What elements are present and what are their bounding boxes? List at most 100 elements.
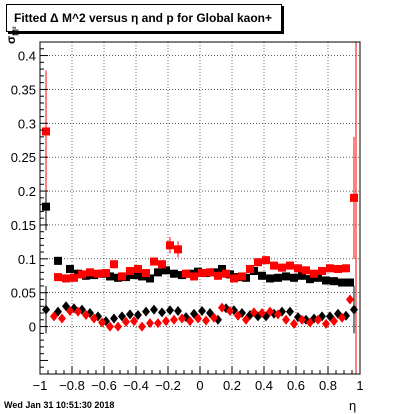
x-axis-label: η: [349, 398, 357, 413]
data-point-square: [350, 193, 358, 202]
data-point-square: [246, 264, 254, 273]
data-point-square: [326, 264, 334, 273]
data-point-square: [42, 202, 50, 211]
x-tick-label: 1: [356, 378, 363, 393]
data-point-diamond: [154, 318, 162, 329]
y-tick-label: 0.35: [11, 82, 36, 97]
data-point-square: [302, 266, 310, 275]
data-point-square: [334, 264, 342, 273]
x-tick-label: 0.2: [223, 378, 241, 393]
data-point-square: [154, 268, 162, 277]
data-point-diamond: [242, 314, 250, 325]
x-tick-label: 0: [196, 378, 203, 393]
data-point-diamond: [306, 317, 314, 328]
data-point-diamond: [322, 318, 330, 329]
data-point-square: [318, 267, 326, 276]
y-tick-label: 0.4: [18, 49, 36, 64]
x-tick-label: −1: [33, 378, 48, 393]
x-tick-label: −0.8: [59, 378, 85, 393]
data-point-diamond: [250, 307, 258, 318]
data-point-square: [170, 269, 178, 278]
data-point-diamond: [58, 313, 66, 324]
data-point-square: [66, 264, 74, 273]
data-point-diamond: [286, 306, 294, 317]
x-tick-label: −0.2: [155, 378, 181, 393]
data-point-square: [54, 256, 62, 265]
data-point-diamond: [198, 305, 206, 316]
data-point-square: [278, 263, 286, 272]
data-point-diamond: [174, 305, 182, 316]
y-tick-label: 0.25: [11, 150, 36, 165]
data-point-square: [290, 273, 298, 282]
x-tick-label: 0.4: [255, 378, 273, 393]
data-point-diamond: [150, 304, 158, 315]
data-point-square: [142, 269, 150, 278]
data-markers: [42, 42, 358, 374]
data-point-square: [110, 260, 118, 269]
data-point-diamond: [90, 313, 98, 324]
data-point-diamond: [194, 313, 202, 324]
data-point-square: [206, 268, 214, 277]
data-point-square: [346, 278, 354, 287]
data-point-square: [310, 269, 318, 278]
data-point-diamond: [74, 306, 82, 317]
data-point-square: [230, 274, 238, 283]
y-tick-label: 0.2: [18, 184, 36, 199]
data-point-diamond: [126, 309, 134, 320]
timestamp-footer: Wed Jan 31 10:51:30 2018: [4, 400, 115, 410]
data-point-diamond: [290, 318, 298, 329]
data-point-square: [306, 275, 314, 284]
data-point-diamond: [162, 316, 170, 327]
data-point-diamond: [118, 311, 126, 322]
data-point-diamond: [186, 316, 194, 327]
data-point-square: [158, 260, 166, 269]
data-point-square: [190, 272, 198, 281]
data-point-square: [218, 264, 226, 273]
y-axis-label: σM²: [4, 26, 21, 44]
data-point-diamond: [202, 315, 210, 326]
y-tick-label: 0: [29, 320, 36, 335]
data-point-diamond: [66, 305, 74, 316]
data-point-diamond: [330, 316, 338, 327]
data-point-diamond: [338, 312, 346, 323]
data-point-square: [70, 273, 78, 282]
data-point-square: [314, 273, 322, 282]
data-point-diamond: [350, 304, 358, 315]
data-point-diamond: [274, 309, 282, 320]
data-point-square: [262, 256, 270, 265]
data-point-square: [150, 257, 158, 266]
data-point-diamond: [114, 321, 122, 332]
data-point-diamond: [166, 305, 174, 316]
data-point-square: [286, 261, 294, 270]
data-point-square: [338, 278, 346, 287]
data-point-diamond: [218, 302, 226, 313]
data-point-diamond: [210, 312, 218, 323]
data-point-diamond: [226, 305, 234, 316]
data-point-square: [214, 271, 222, 280]
data-point-diamond: [158, 307, 166, 318]
y-tick-label: 0.1: [18, 252, 36, 267]
data-point-diamond: [282, 314, 290, 325]
data-point-diamond: [138, 321, 146, 332]
data-point-diamond: [50, 311, 58, 322]
data-point-square: [118, 272, 126, 281]
data-point-square: [146, 274, 154, 283]
data-point-diamond: [298, 314, 306, 325]
data-point-diamond: [346, 294, 354, 305]
data-point-square: [254, 258, 262, 267]
data-point-square: [282, 272, 290, 281]
data-point-square: [102, 269, 110, 278]
data-point-square: [322, 276, 330, 285]
data-point-square: [330, 277, 338, 286]
data-point-diamond: [266, 306, 274, 317]
data-point-square: [78, 270, 86, 279]
data-point-diamond: [170, 314, 178, 325]
data-point-square: [86, 268, 94, 277]
data-point-square: [62, 274, 70, 283]
data-point-square: [182, 269, 190, 278]
data-point-diamond: [110, 313, 118, 324]
data-point-square: [270, 261, 278, 270]
data-point-diamond: [42, 304, 50, 315]
x-tick-label: 0.8: [319, 378, 337, 393]
